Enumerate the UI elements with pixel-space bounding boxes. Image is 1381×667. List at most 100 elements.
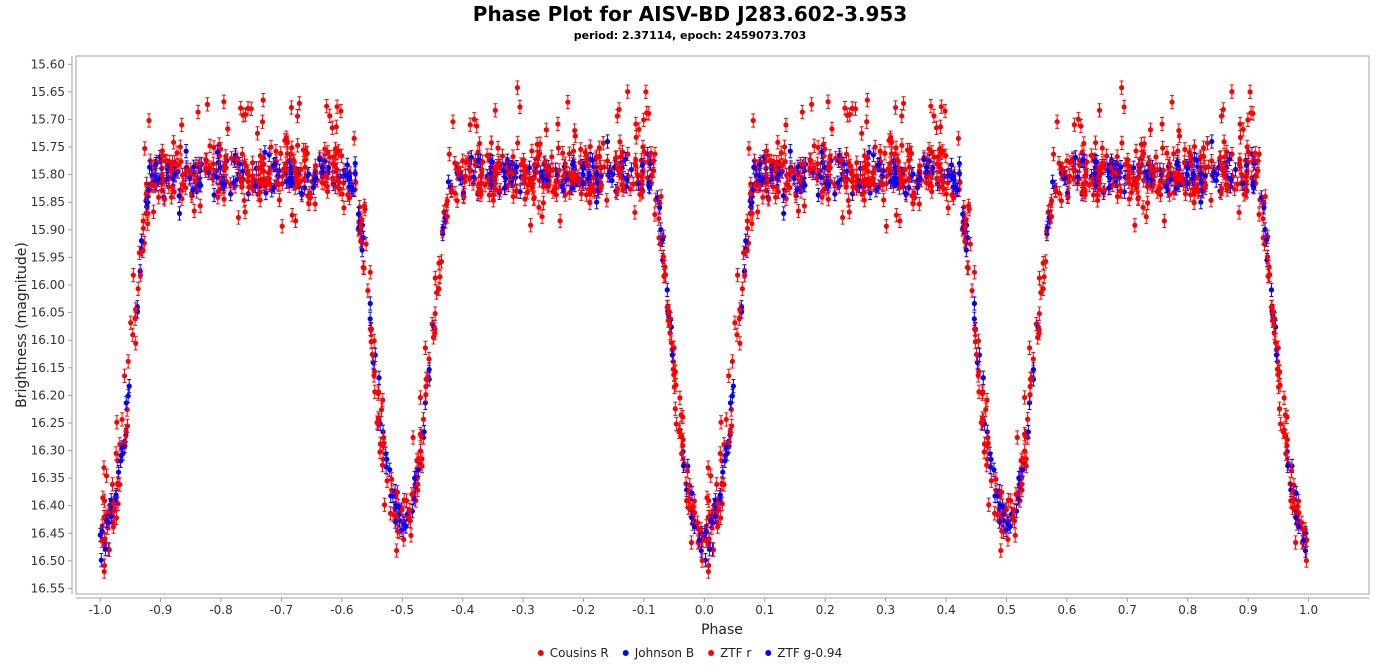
data-point [1119,80,1125,95]
data-point [897,213,903,228]
x-tick-label: 0.1 [755,603,774,617]
x-tick-label: -0.4 [451,603,474,617]
data-point [899,138,905,153]
x-tick-label: 0.0 [695,603,714,617]
data-point [604,134,611,149]
data-point [809,97,815,112]
data-point [632,156,638,172]
data-point [1143,209,1149,224]
data-point [257,193,263,208]
data-point [339,148,345,163]
data-point [840,210,846,225]
data-point [1161,213,1167,229]
data-point [529,143,535,159]
x-tick-label: -0.6 [330,603,353,617]
data-point [249,155,256,170]
x-axis: -1.0 -0.9 -0.8 -0.7 -0.6 -0.5 -0.4 -0.3 -0.2 -0.1… [76,597,1369,617]
data-point [422,340,428,355]
data-point [1209,134,1215,149]
data-point [333,119,339,134]
data-point [1086,178,1092,193]
x-tick-label: -0.5 [391,603,414,617]
data-point [971,311,977,326]
data-point [814,171,820,186]
data-point [557,213,563,229]
data-point [1204,136,1211,151]
legend-marker [622,650,629,656]
data-point [210,171,216,186]
data-point [680,458,687,473]
data-point [376,370,382,385]
data-point [259,114,266,129]
data-point [1284,409,1290,425]
data-point [327,149,333,165]
x-tick-label: 0.5 [997,603,1016,617]
data-point [119,412,125,427]
data-point [515,135,521,151]
data-point [1128,185,1135,200]
data-point [801,198,807,214]
data-point [168,190,175,205]
data-point [734,267,741,283]
x-axis-label: Phase [701,622,743,638]
data-point [984,392,990,408]
data-point [677,390,683,405]
data-point [514,80,521,95]
x-tick-label: 1.0 [1299,603,1318,617]
plot-area [75,55,1370,595]
y-axis: 15.60 15.65 15.70 15.75 15.80 15.85 15.90 15.95… [31,56,73,595]
data-point [929,145,935,160]
data-point [312,196,318,212]
data-point [1054,114,1060,129]
data-point [492,103,498,118]
data-point [1229,84,1235,99]
data-point [488,135,494,150]
data-point [360,260,366,275]
data-point [524,185,530,200]
data-point [938,145,944,160]
data-point [227,177,234,192]
data-point [1176,123,1182,138]
data-point [787,144,793,159]
y-tick-label: 16.35 [31,471,65,485]
legend-item: Johnson B [622,646,694,660]
data-point [539,209,545,224]
data-point [1268,282,1275,297]
data-point [1132,218,1138,233]
data-point [1092,135,1099,150]
x-tick-label: 0.3 [876,603,895,617]
data-point [861,193,867,208]
y-tick-label: 15.75 [31,140,65,154]
data-point [955,131,962,146]
data-point [1071,117,1077,132]
legend-marker [765,650,772,656]
y-tick-label: 16.10 [31,333,65,347]
data-point [125,354,131,369]
data-point [1133,143,1139,159]
data-point [1164,145,1170,161]
data-point [1293,535,1299,550]
data-point [334,145,340,160]
x-tick-label: -0.8 [209,603,232,617]
legend-item: ZTF r [708,646,751,660]
data-point [931,108,937,124]
data-point [531,190,537,205]
data-point [1121,99,1127,115]
x-tick-label: -0.7 [270,603,293,617]
data-point [197,198,203,214]
data-point [632,205,638,220]
data-point [943,148,949,163]
data-point [750,113,756,128]
y-tick-label: 16.05 [31,306,65,320]
data-point [142,141,148,156]
data-point [1276,401,1283,416]
x-tick-label: 0.7 [1118,603,1137,617]
data-point [729,354,736,369]
data-point [672,401,678,416]
data-point [499,148,506,164]
data-point [410,430,416,445]
data-point [170,135,177,150]
data-point [746,141,752,156]
